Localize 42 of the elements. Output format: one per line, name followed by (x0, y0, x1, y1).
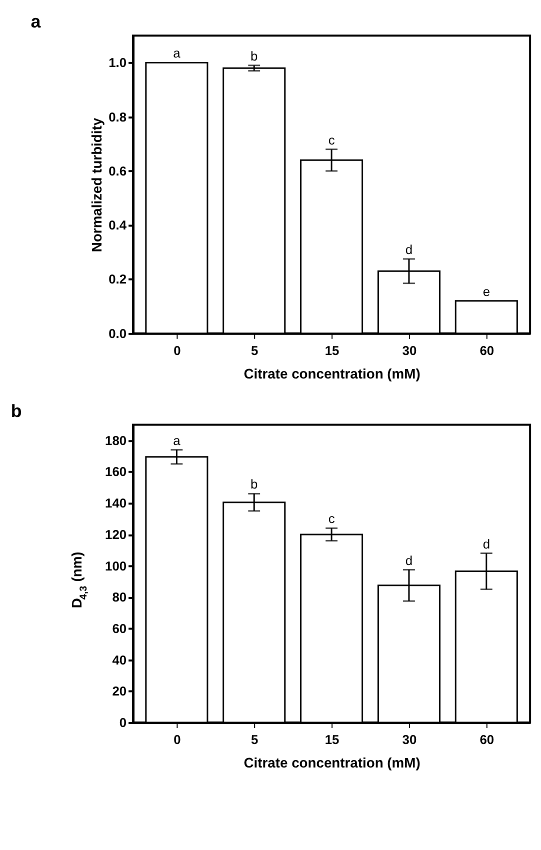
y-tick-label: 20 (112, 684, 127, 699)
annotation: c (328, 511, 336, 526)
y-tick-label: 1.0 (108, 55, 127, 70)
y-tick-label: 100 (105, 558, 127, 574)
y-tick-label: 60 (112, 620, 127, 636)
y-tick-label: 0 (119, 715, 127, 730)
y-tick-label: 0.0 (108, 326, 127, 341)
annotation: b (250, 476, 258, 492)
annotation: e (482, 284, 490, 299)
x-tick-label: 5 (251, 732, 258, 747)
annotation: a (173, 46, 182, 61)
x-axis-title: Citrate concentration (mM) (244, 754, 420, 771)
y-tick-label: 180 (105, 432, 127, 448)
y-tick-label: 0.4 (108, 218, 128, 233)
y-tick-label: 0.6 (108, 163, 127, 178)
y-tick-label: 140 (105, 496, 127, 511)
annotation: d (405, 242, 413, 257)
x-tick-label: 30 (402, 342, 417, 358)
x-tick-label: 60 (480, 732, 494, 747)
x-axis-title: Citrate concentration (mM) (244, 366, 420, 382)
annotation: d (405, 552, 413, 568)
y-tick-label: 160 (105, 464, 127, 480)
y-tick-label: 80 (112, 590, 127, 605)
x-tick-label: 5 (251, 342, 258, 358)
annotation: d (482, 536, 490, 552)
x-tick-label: 0 (174, 732, 181, 747)
y-tick-label: 0.2 (108, 272, 127, 287)
x-tick-label: 15 (324, 732, 340, 747)
x-tick-label: 30 (402, 732, 417, 747)
y-tick-label: 0.8 (108, 109, 127, 124)
y-tick-label: 40 (112, 652, 127, 668)
annotation: b (250, 48, 258, 64)
y-axis-title: D4,3 (nm) (68, 552, 90, 608)
chart-title: a (30, 12, 42, 32)
y-tick-label: 120 (105, 526, 127, 542)
x-tick-label: 60 (480, 342, 494, 358)
annotation: c (328, 132, 336, 148)
chart-title: b (10, 400, 22, 421)
x-tick-label: 0 (174, 342, 181, 358)
y-axis-title: Normalized turbidity (88, 118, 105, 252)
annotation: a (173, 432, 182, 448)
x-tick-label: 15 (324, 342, 340, 358)
